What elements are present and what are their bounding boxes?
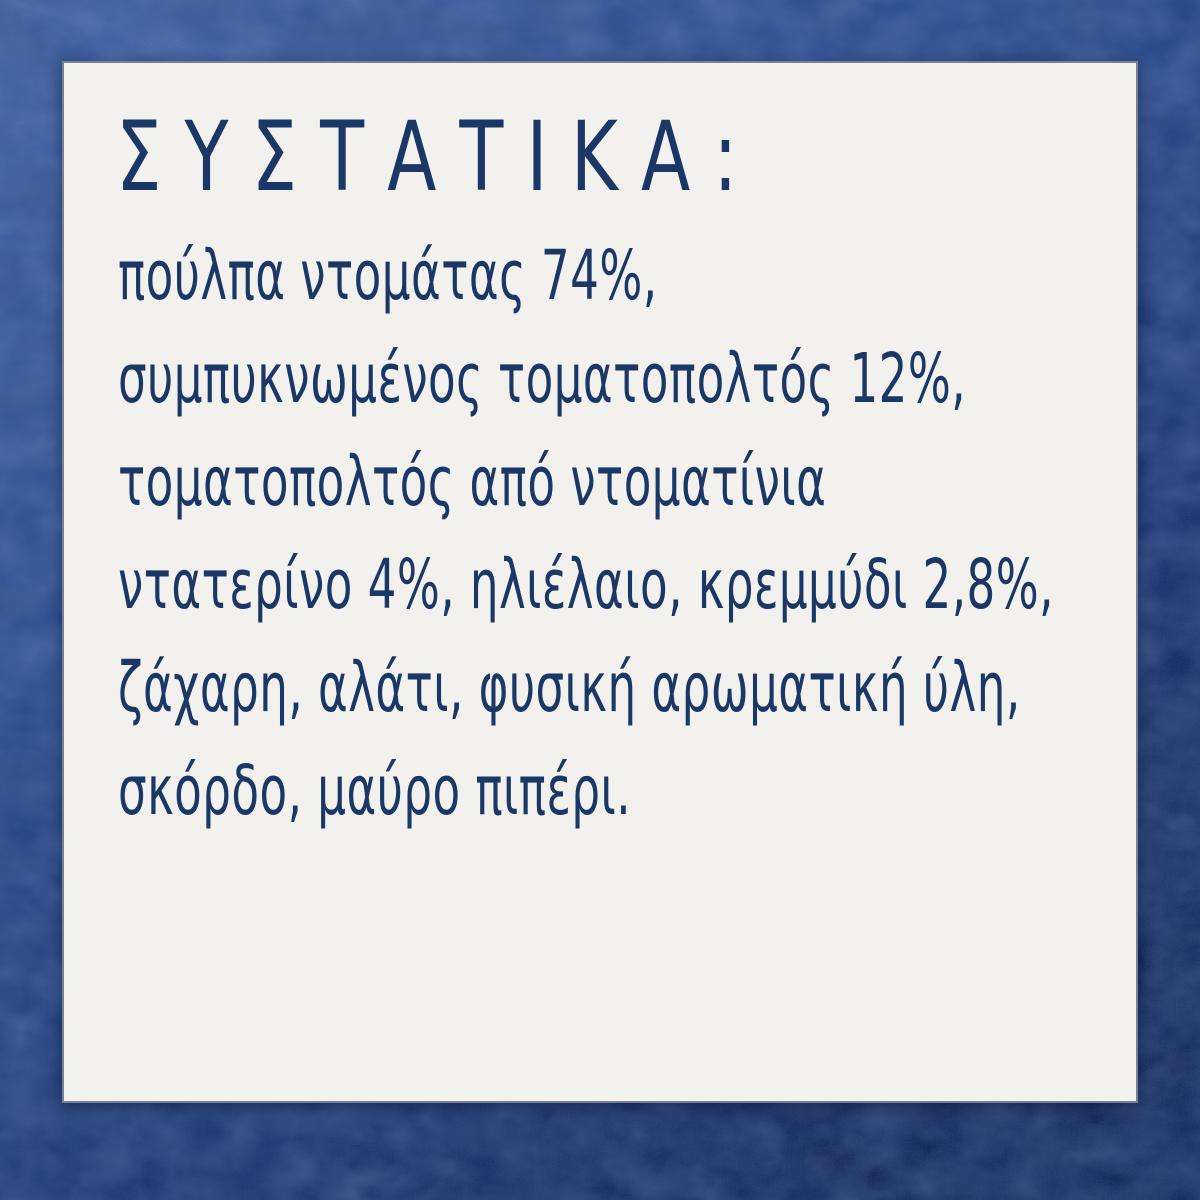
- ingredient-line: τοματοπολτός από ντοματίνια: [118, 442, 827, 522]
- ingredient-line: σκόρδο, μαύρο πιπέρι.: [118, 751, 632, 831]
- ingredients-list: πούλπα ντομάτας 74%, συμπυκνωμένος τοματ…: [118, 225, 1140, 843]
- ingredients-heading: ΣΥΣΤΑΤΙΚΑ:: [116, 101, 761, 213]
- ingredient-line: ντατερίνο 4%, ηλιέλαιο, κρεμμύδι 2,8%,: [118, 545, 1054, 625]
- ingredient-line: πούλπα ντομάτας 74%,: [118, 236, 658, 316]
- ingredients-card: ΣΥΣΤΑΤΙΚΑ: πούλπα ντομάτας 74%, συμπυκνω…: [62, 61, 1138, 1103]
- ingredient-line: ζάχαρη, αλάτι, φυσική αρωματική ύλη,: [118, 648, 1021, 728]
- ingredient-line: συμπυκνωμένος τοματοπολτός 12%,: [118, 339, 967, 419]
